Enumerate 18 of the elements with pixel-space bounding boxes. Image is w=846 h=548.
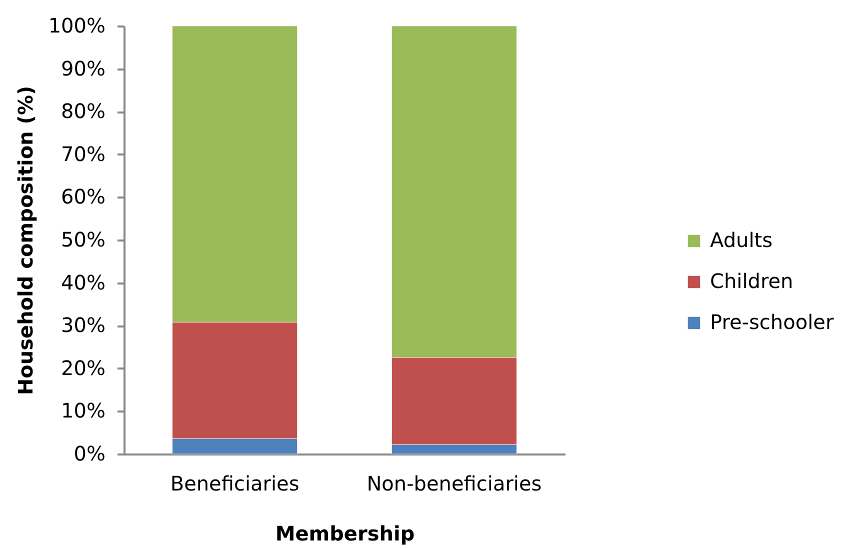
y-tick-label: 90% (61, 56, 106, 80)
y-tick-label: 10% (61, 398, 106, 423)
y-tick-label: 70% (61, 142, 106, 166)
legend-label: Pre-schooler (710, 310, 834, 334)
y-tick-label: 20% (61, 356, 106, 380)
x-axis-title: Membership (275, 522, 415, 546)
y-axis-title: Household composition (%) (13, 86, 38, 396)
y-tick-label: 80% (61, 99, 106, 124)
y-tick-label: 60% (61, 184, 106, 209)
y-tick-label: 100% (48, 14, 106, 38)
y-tick-label: 50% (61, 228, 106, 252)
x-tick-label: Non-beneficiaries (366, 472, 542, 496)
legend-label: Children (710, 269, 794, 293)
legend-label: Adults (710, 228, 773, 252)
y-tick-label: 0% (74, 442, 106, 466)
x-tick-label: Beneficiaries (170, 472, 300, 496)
y-tick-label: 40% (61, 270, 106, 294)
y-tick-label: 30% (61, 313, 106, 338)
